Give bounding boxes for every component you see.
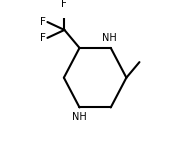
Text: NH: NH xyxy=(72,112,87,122)
Text: F: F xyxy=(40,17,46,27)
Text: F: F xyxy=(61,0,67,9)
Text: NH: NH xyxy=(102,33,117,43)
Text: F: F xyxy=(40,33,46,43)
